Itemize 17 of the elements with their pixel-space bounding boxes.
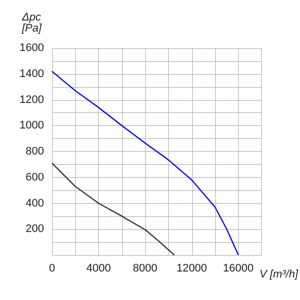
y-tick-label: 1600: [20, 42, 44, 54]
y-tick-label: 600: [26, 171, 44, 184]
y-tick-label: 1000: [20, 120, 44, 132]
line-series: [51, 162, 175, 256]
y-tick-label: 800: [26, 146, 44, 158]
x-tick-label: 16000: [223, 262, 254, 274]
x-tick-label: 8000: [132, 262, 158, 274]
x-tick-label: 0: [48, 262, 56, 274]
y-tick-label: 200: [26, 223, 44, 236]
y-tick-label: 400: [26, 197, 44, 210]
x-tick-label: 4000: [86, 262, 111, 274]
y-axis-title: Δpc [Pa]: [21, 12, 43, 34]
line-series: [51, 70, 239, 256]
y-tick-label: 1200: [20, 94, 44, 106]
y-tick-label: 1400: [20, 68, 44, 80]
x-axis-title: V [m³/h]: [260, 268, 299, 280]
x-tick-label: 12000: [176, 262, 208, 274]
